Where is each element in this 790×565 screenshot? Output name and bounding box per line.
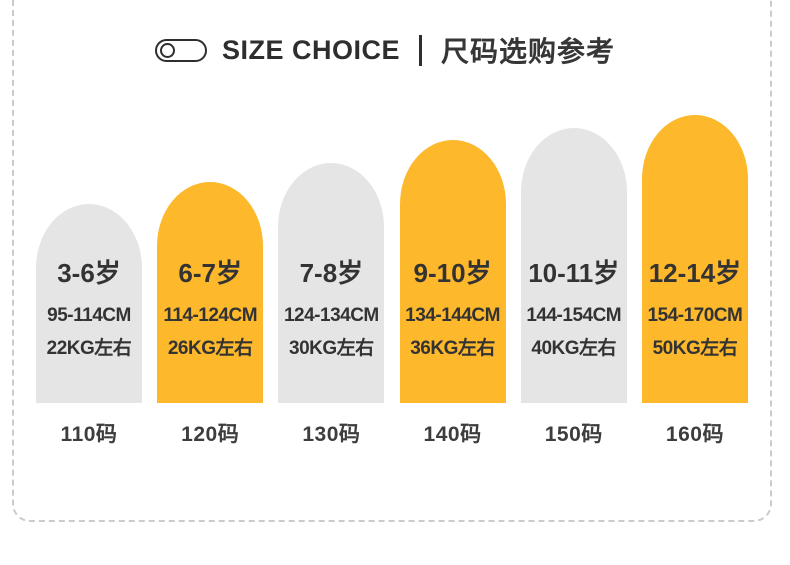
size-bar-110: 3-6岁 95-114CM 22KG左右 [36,204,142,403]
page-title-en: SIZE CHOICE [221,34,400,65]
size-code-row: 110码 120码 130码 140码 150码 160码 [36,422,748,448]
size-bar-150: 10-11岁 144-154CM 40KG左右 [520,128,627,403]
size-code-label: 140码 [423,423,482,446]
header-divider [419,34,422,66]
size-code-label: 120码 [181,423,240,446]
height-range-label: 95-114CM [47,305,131,326]
toggle-knob-icon [159,42,175,58]
size-code-label: 130码 [302,423,361,446]
weight-label: 36KG左右 [410,338,495,359]
weight-label: 40KG左右 [531,338,617,359]
toggle-icon [154,38,207,62]
size-bar-160: 12-14岁 154-170CM 50KG左右 [641,115,748,403]
weight-label: 30KG左右 [289,338,374,359]
size-code-label: 110码 [60,423,118,446]
size-code-label: 150码 [544,423,603,446]
age-range-label: 6-7岁 [178,258,242,288]
age-range-label: 7-8岁 [299,258,364,288]
size-bar-120: 6-7岁 114-124CM 26KG左右 [157,182,264,403]
weight-label: 26KG左右 [167,338,253,359]
size-bar-chart: 3-6岁 95-114CM 22KG左右 6-7岁 114-124CM 26KG… [36,115,748,403]
weight-label: 22KG左右 [46,338,132,359]
page-title-zh: 尺码选购参考 [441,36,616,67]
height-range-label: 124-134CM [283,305,379,326]
age-range-label: 10-11岁 [528,258,620,288]
size-bar-130: 7-8岁 124-134CM 30KG左右 [278,163,385,403]
size-bar-140: 9-10岁 134-144CM 36KG左右 [399,140,506,403]
age-range-label: 3-6岁 [57,258,121,288]
height-range-label: 134-144CM [405,305,500,326]
size-code-label: 160码 [665,423,724,446]
age-range-label: 12-14岁 [648,258,742,288]
age-range-label: 9-10岁 [413,258,492,288]
height-range-label: 154-170CM [647,305,743,326]
weight-label: 50KG左右 [652,338,738,359]
header: SIZE CHOICE 尺码选购参考 [0,30,780,70]
height-range-label: 114-124CM [163,305,258,326]
height-range-label: 144-154CM [526,305,622,326]
